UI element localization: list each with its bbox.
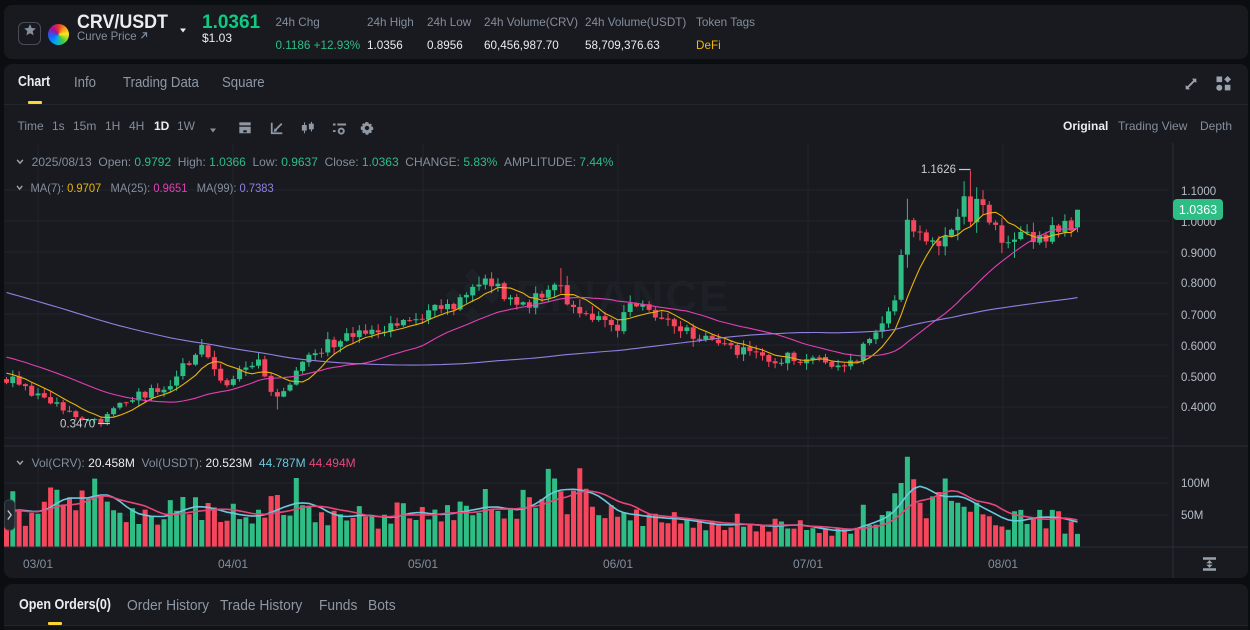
svg-text:1.1626: 1.1626 (921, 164, 956, 176)
svg-text:04/01: 04/01 (218, 557, 248, 571)
svg-text:0.4000: 0.4000 (1181, 402, 1216, 414)
svg-text:50M: 50M (1181, 510, 1203, 522)
svg-text:0.7000: 0.7000 (1181, 310, 1216, 322)
svg-text:07/01: 07/01 (793, 557, 823, 571)
svg-text:0.6000: 0.6000 (1181, 341, 1216, 353)
svg-text:1.1000: 1.1000 (1181, 186, 1216, 198)
svg-text:03/01: 03/01 (23, 557, 53, 571)
svg-text:100M: 100M (1181, 478, 1210, 490)
svg-text:0.3470: 0.3470 (60, 419, 95, 431)
svg-text:06/01: 06/01 (603, 557, 633, 571)
svg-text:0.8000: 0.8000 (1181, 278, 1216, 290)
svg-text:08/01: 08/01 (988, 557, 1018, 571)
svg-text:05/01: 05/01 (408, 557, 438, 571)
svg-text:0.9000: 0.9000 (1181, 248, 1216, 260)
svg-text:1.0363: 1.0363 (1179, 203, 1217, 217)
svg-text:0.5000: 0.5000 (1181, 372, 1216, 384)
